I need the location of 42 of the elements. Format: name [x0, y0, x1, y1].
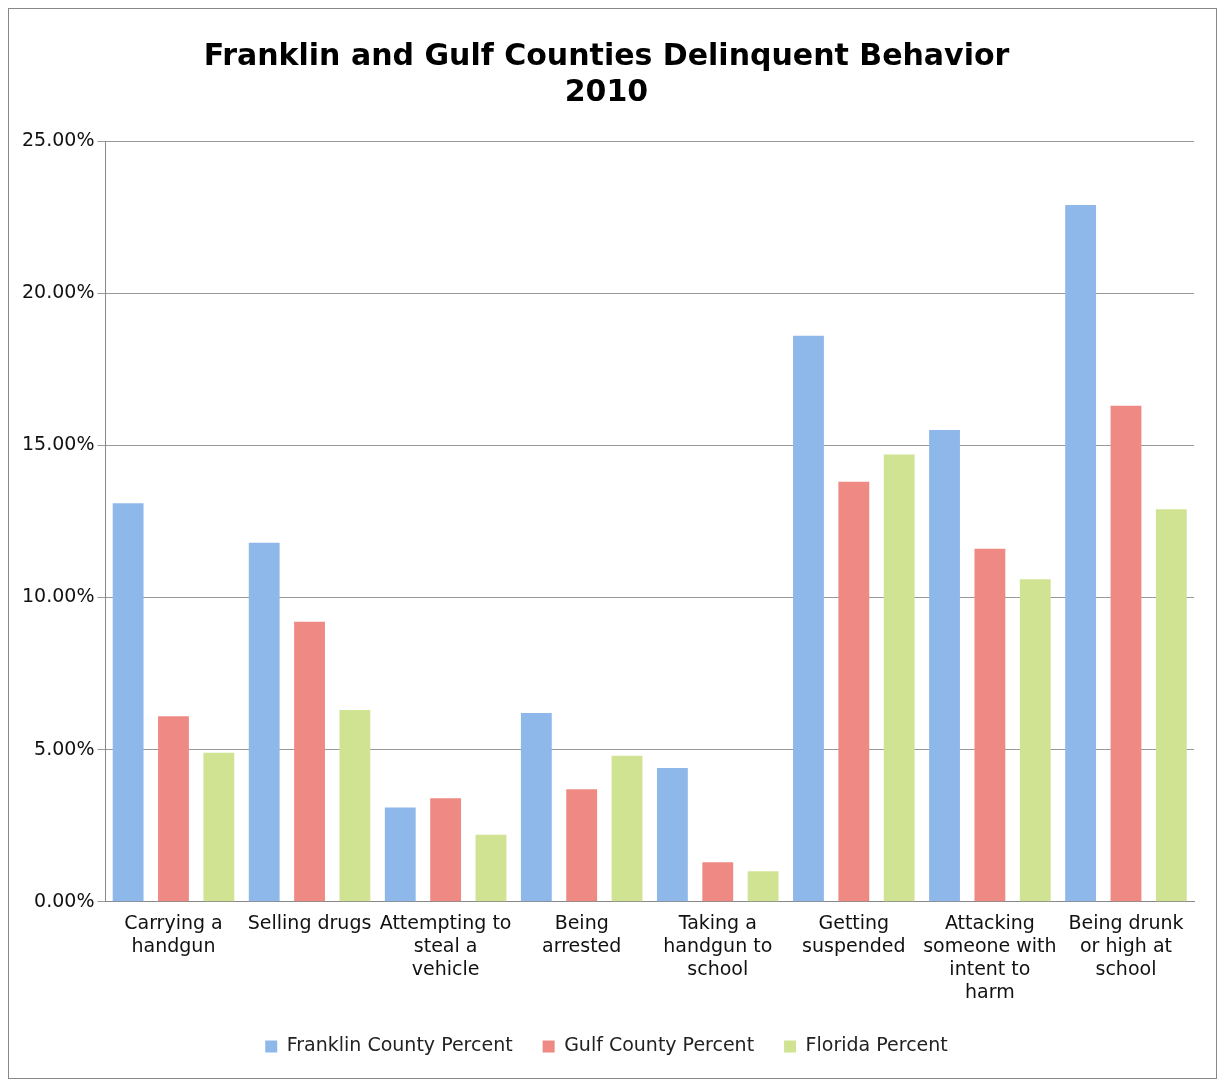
bar	[747, 871, 779, 902]
bar	[112, 503, 144, 902]
bar	[702, 862, 734, 902]
x-tick-label: Being arrested	[542, 911, 622, 956]
x-tick-label: Attacking someone with intent to harm	[923, 911, 1057, 1002]
bar	[430, 798, 462, 902]
bar	[339, 710, 371, 902]
bar	[1065, 204, 1097, 902]
bar	[793, 335, 824, 902]
bar	[611, 755, 643, 902]
y-tick-label: 25.00%	[21, 127, 95, 150]
bar	[475, 834, 507, 902]
legend-label: Franklin County Percent	[286, 1033, 513, 1056]
bar	[294, 621, 325, 902]
x-tick-label: Taking a handgun to school	[663, 911, 773, 979]
chart-title: Franklin and Gulf Counties Delinquent Behavior 2010	[203, 36, 1010, 108]
y-tick-label: 5.00%	[34, 736, 95, 759]
bar	[838, 481, 870, 902]
x-tick-label: Selling drugs	[247, 911, 372, 934]
bar	[1019, 579, 1051, 902]
bar	[1110, 405, 1142, 902]
bar	[974, 548, 1006, 902]
legend-label: Gulf County Percent	[564, 1033, 755, 1056]
x-tick-label: Getting suspended	[802, 911, 906, 956]
x-tick-label: Being drunk or high at school	[1068, 911, 1184, 979]
bar	[203, 752, 235, 902]
bar	[656, 767, 688, 902]
bar	[520, 713, 552, 902]
x-tick-label: Carrying a handgun	[124, 911, 223, 956]
bar	[883, 454, 915, 902]
y-tick-label: 10.00%	[21, 584, 95, 607]
y-tick-label: 15.00%	[21, 432, 95, 455]
bar	[384, 807, 416, 902]
bar	[158, 716, 189, 902]
x-tick-label: Attempting to steal a vehicle	[379, 911, 512, 979]
y-tick-label: 0.00%	[34, 888, 95, 911]
y-tick-label: 20.00%	[21, 280, 95, 303]
bar	[566, 789, 598, 902]
bar	[1155, 509, 1187, 902]
bar	[929, 430, 960, 902]
legend-label: Florida Percent	[805, 1033, 948, 1056]
bar	[248, 542, 280, 902]
